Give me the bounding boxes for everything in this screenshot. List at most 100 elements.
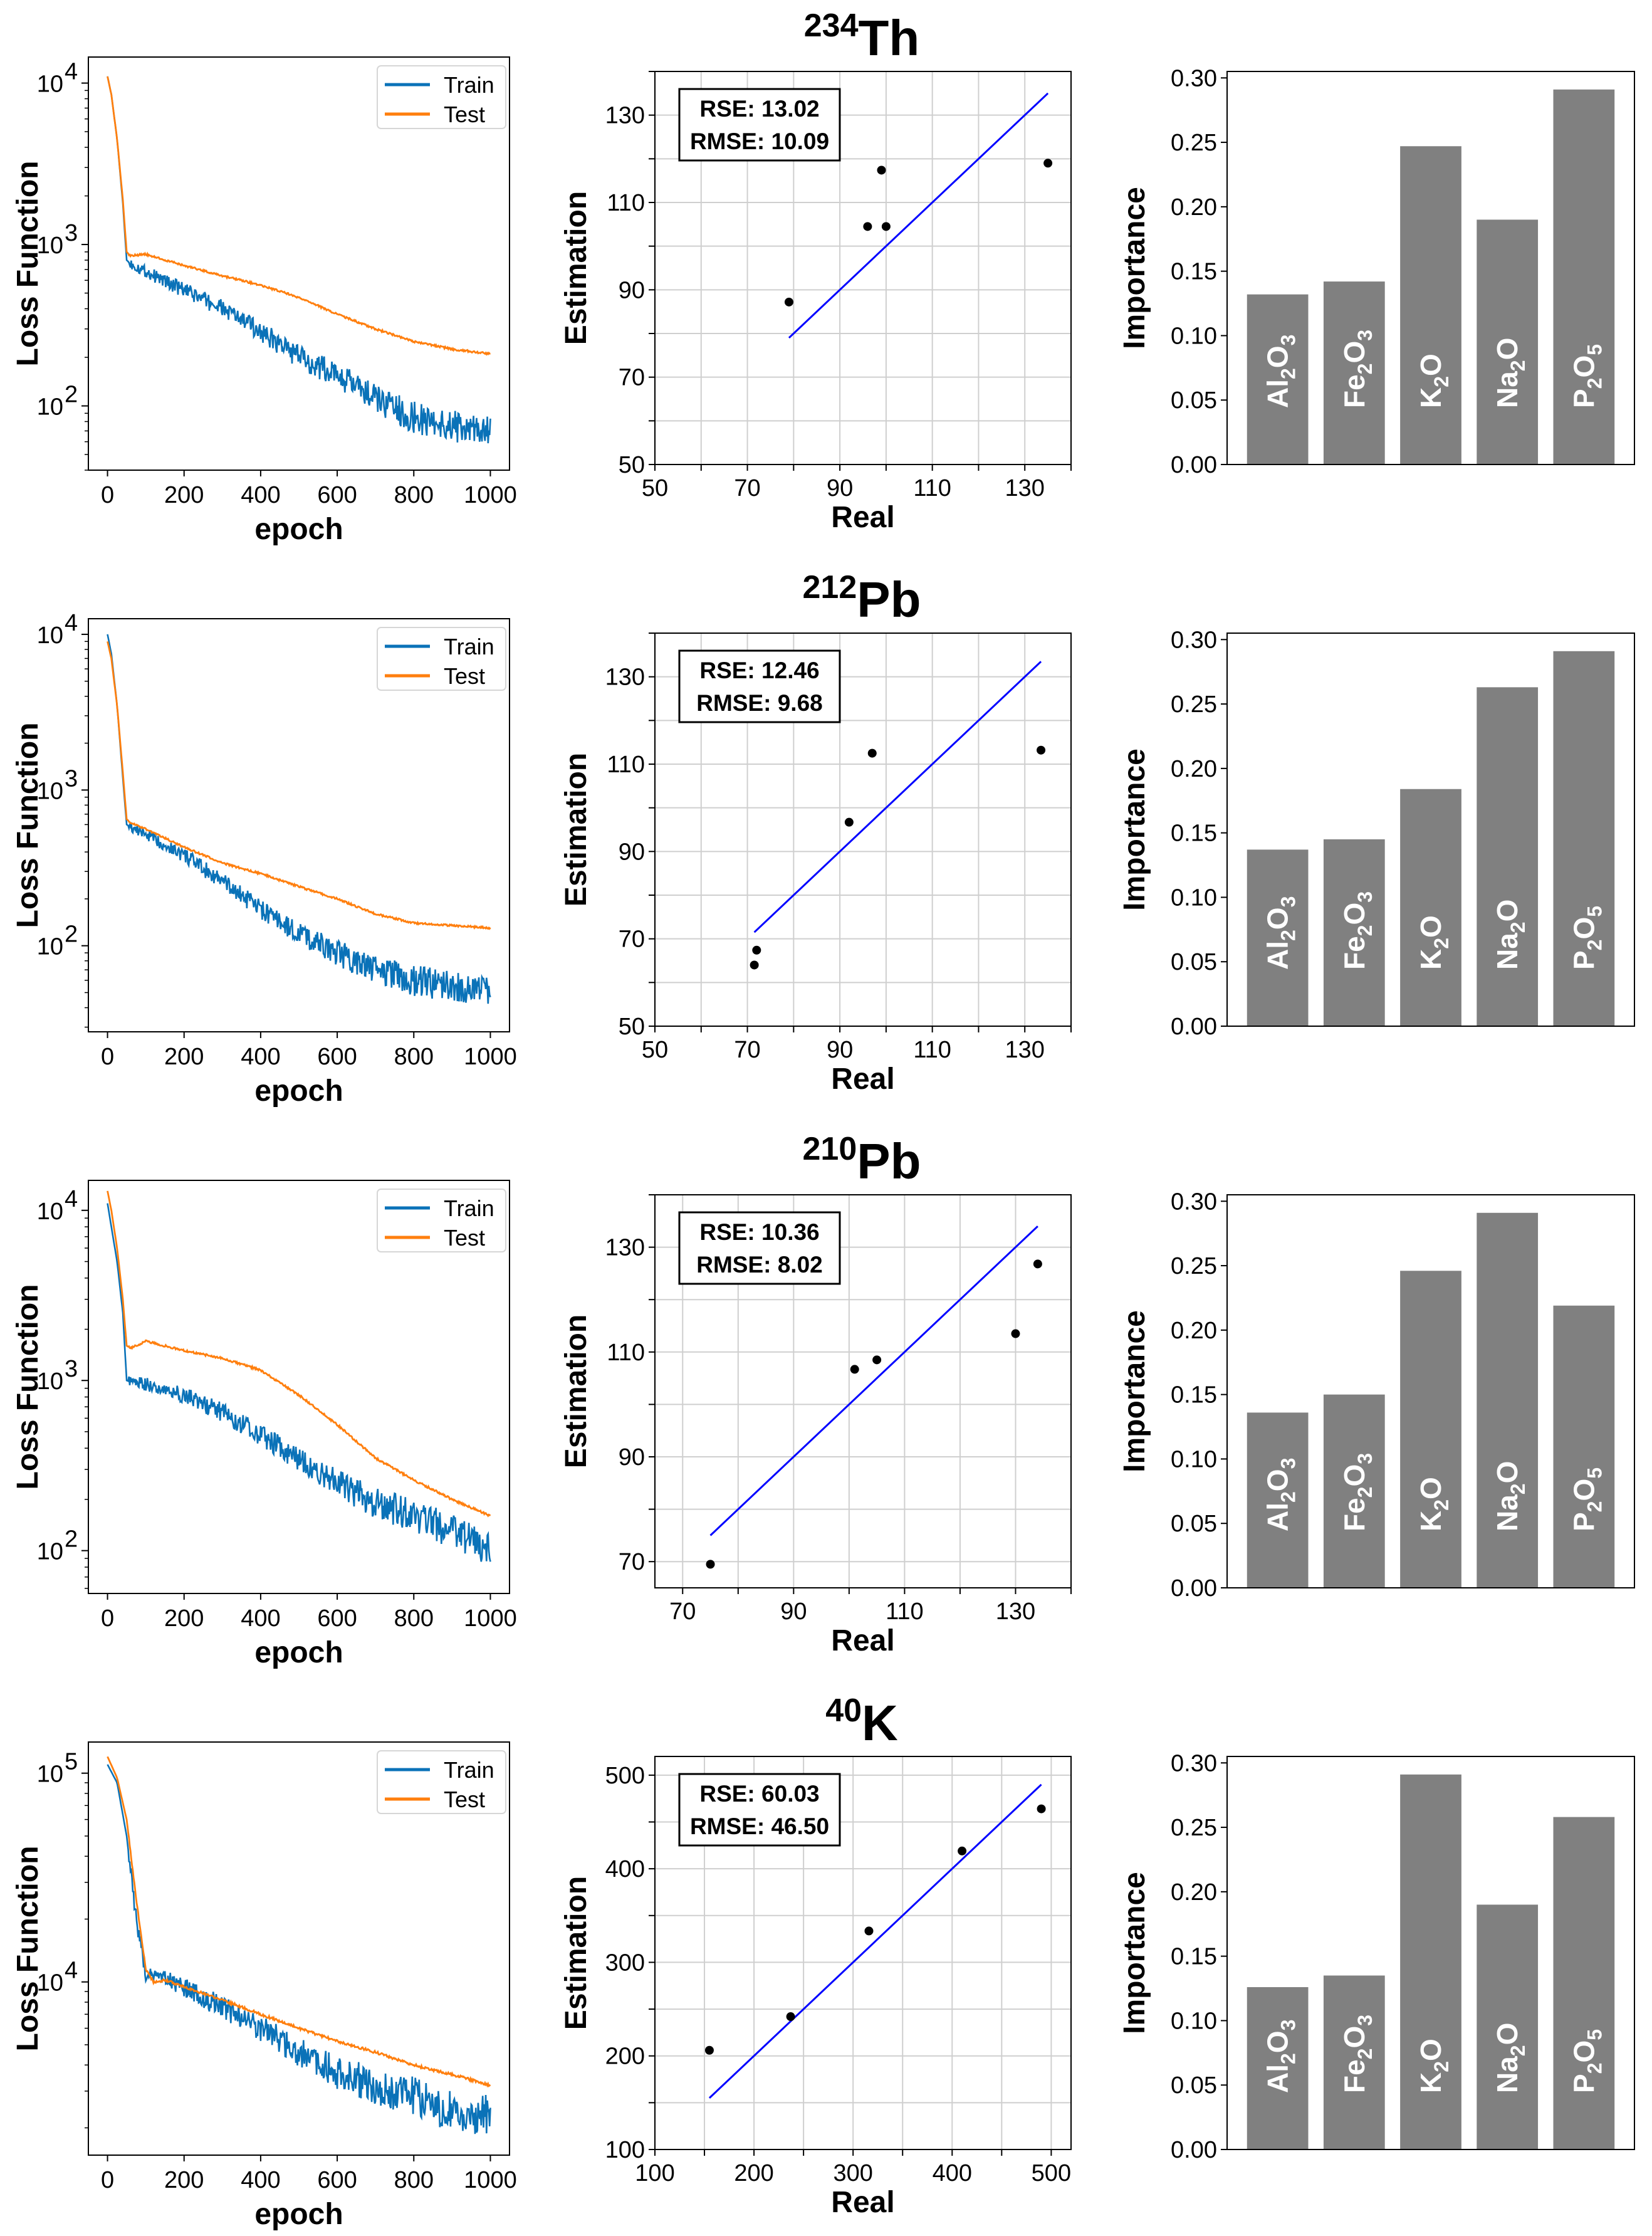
- x-tick-label: 1000: [464, 482, 517, 508]
- x-tick-label: 200: [164, 1605, 204, 1632]
- rmse-value: RMSE: 46.50: [690, 1813, 829, 1839]
- x-tick-label: 90: [827, 1037, 853, 1063]
- rse-value: RSE: 10.36: [699, 1219, 819, 1245]
- bar-category-label: P2O5: [1567, 1467, 1606, 1531]
- x-tick-label: 400: [933, 2160, 972, 2186]
- y-tick-label: 0.25: [1171, 1253, 1217, 1279]
- importance-bar: [1323, 1394, 1385, 1588]
- importance-bar: [1400, 1271, 1461, 1588]
- legend: Train Test: [377, 1750, 506, 1814]
- y-tick-label: 0.10: [1171, 2008, 1217, 2034]
- x-tick-label: 400: [241, 1044, 280, 1070]
- data-point: [881, 222, 891, 231]
- bar-axes-frame: [1226, 71, 1635, 465]
- x-tick-label: 400: [241, 2167, 280, 2193]
- x-tick-label: 1000: [464, 1044, 517, 1070]
- x-axis-label: epoch: [254, 1636, 343, 1669]
- x-tick-label: 1000: [464, 2167, 517, 2193]
- test-loss-line: [107, 1190, 491, 1518]
- data-point: [1043, 159, 1053, 168]
- x-tick-label: 800: [394, 482, 434, 508]
- x-tick-label: 90: [827, 475, 853, 501]
- bar-category-label: Al2O3: [1262, 896, 1300, 970]
- x-tick-label: 110: [913, 475, 951, 501]
- test-loss-line: [107, 76, 491, 356]
- nuclide-mass: 210: [803, 1131, 857, 1167]
- y-tick-label: 0.20: [1171, 1318, 1217, 1344]
- y-tick-exponent: 3: [65, 765, 78, 792]
- importance-bar: [1323, 1975, 1385, 2149]
- y-tick-label: 10: [37, 1539, 63, 1565]
- metrics-box-frame: [678, 1211, 841, 1285]
- y-tick-label: 0.25: [1171, 130, 1217, 156]
- x-tick-label: 600: [317, 1605, 357, 1632]
- metrics-box-frame: [678, 1773, 841, 1847]
- y-tick-exponent: 2: [65, 921, 78, 948]
- legend-label: Train: [444, 634, 494, 659]
- x-tick-label: 110: [913, 1037, 951, 1063]
- y-tick-label: 300: [605, 1950, 645, 1976]
- x-tick-label: 600: [317, 482, 357, 508]
- bar-category-label: P2O5: [1567, 344, 1606, 408]
- legend-label: Test: [444, 663, 485, 689]
- x-tick-label: 130: [1005, 1037, 1045, 1063]
- y-tick-label: 0.15: [1171, 821, 1217, 847]
- x-tick-label: 70: [734, 475, 760, 501]
- importance-bar: [1323, 281, 1385, 465]
- y-tick-label: 0.20: [1171, 194, 1217, 221]
- data-point: [706, 1560, 715, 1569]
- x-tick-label: 800: [394, 2167, 434, 2193]
- bar-category-label: Na2O: [1491, 2023, 1529, 2093]
- y-tick-exponent: 2: [65, 382, 78, 408]
- nuclide-title: 40K: [825, 1693, 898, 1751]
- metrics-box-frame: [678, 649, 841, 723]
- y-tick-label: 0.00: [1171, 1014, 1217, 1040]
- y-tick-label: 70: [619, 926, 645, 953]
- y-tick-label: 110: [607, 752, 645, 778]
- bar-category-label: P2O5: [1567, 906, 1606, 970]
- y-tick-label: 70: [619, 1549, 645, 1575]
- y-tick-label: 0.05: [1171, 387, 1217, 414]
- y-tick-exponent: 4: [65, 1186, 78, 1212]
- x-tick-label: 600: [317, 1044, 357, 1070]
- y-tick-base: 10: [37, 1539, 63, 1565]
- nuclide-mass: 40: [825, 1693, 862, 1729]
- y-tick-base: 10: [37, 622, 63, 649]
- bar-axes-frame: [1226, 632, 1635, 1027]
- y-tick-label: 110: [607, 190, 645, 216]
- x-tick-label: 130: [1005, 475, 1045, 501]
- data-point: [867, 748, 877, 758]
- nuclide-symbol: Th: [859, 10, 920, 66]
- y-tick-label: 0.05: [1171, 949, 1217, 975]
- scatter-axes-frame: [654, 632, 1072, 1027]
- x-tick-label: 200: [734, 2160, 773, 2186]
- y-tick-label: 90: [619, 277, 645, 303]
- y-tick-base: 10: [37, 233, 63, 259]
- y-tick-label: 110: [607, 1340, 645, 1366]
- nuclide-mass: 234: [804, 8, 859, 44]
- y-tick-exponent: 5: [65, 1749, 78, 1775]
- x-axis-label: Real: [831, 1063, 894, 1096]
- x-tick-label: 800: [394, 1605, 434, 1632]
- scatter-axes-frame: [654, 1756, 1072, 2150]
- y-tick-label: 0.15: [1171, 1382, 1217, 1409]
- importance-bar: [1247, 294, 1309, 465]
- importance-bar: [1477, 1212, 1539, 1588]
- test-loss-line: [107, 1756, 491, 2088]
- legend-label: Test: [444, 1225, 485, 1251]
- y-axis-label: Importance: [1118, 748, 1151, 911]
- y-tick-label: 10: [37, 1199, 63, 1225]
- y-tick-label: 0.05: [1171, 1511, 1217, 1537]
- y-tick-base: 10: [37, 394, 63, 421]
- y-tick-label: 130: [605, 1235, 645, 1261]
- loss-axes-frame: [88, 618, 510, 1032]
- y-tick-label: 50: [619, 452, 645, 478]
- x-axis-label: epoch: [254, 2198, 343, 2231]
- y-axis-label: Importance: [1118, 1872, 1151, 2034]
- loss-axes-frame: [88, 56, 510, 471]
- y-axis-label: Importance: [1118, 1310, 1151, 1472]
